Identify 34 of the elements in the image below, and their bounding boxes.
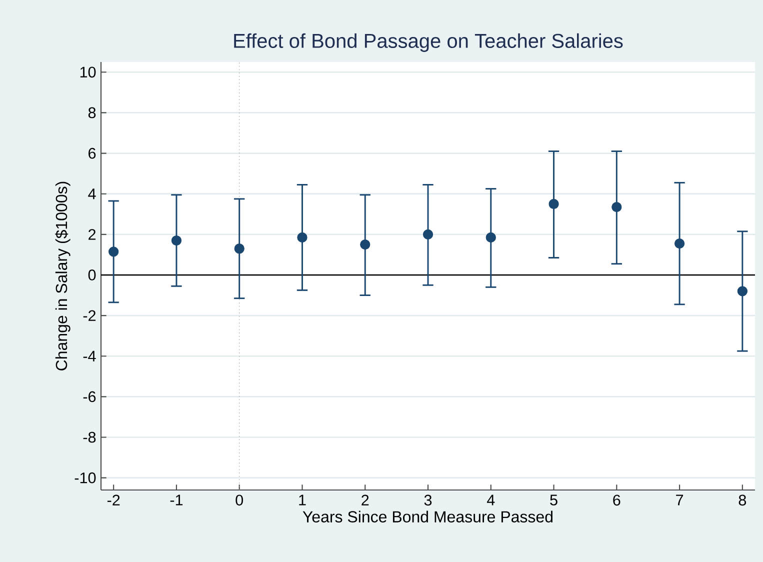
x-tick-label: -1 — [170, 494, 183, 506]
y-tick-label: 2 — [88, 229, 96, 240]
y-axis-title: Change in Salary ($1000s) — [55, 182, 70, 370]
point — [548, 198, 559, 210]
x-tick-label: 4 — [486, 494, 495, 506]
x-tick-label: 0 — [236, 494, 244, 506]
x-tick-label: 6 — [613, 494, 620, 506]
y-tick-label: 4 — [88, 188, 96, 200]
y-tick-label: 8 — [88, 107, 96, 118]
x-tick-label: 7 — [676, 494, 684, 506]
x-tick-label: 5 — [550, 494, 558, 506]
x-axis-title: Years Since Bond Measure Passed — [302, 510, 552, 522]
x-tick-label: 2 — [362, 494, 369, 506]
y-tick-label: 10 — [80, 66, 96, 78]
point — [612, 202, 622, 212]
chart-title: Effect of Bond Passage on Teacher Salaries — [234, 33, 623, 52]
point — [297, 232, 308, 243]
point — [422, 229, 434, 240]
point — [171, 235, 182, 246]
y-tick-label: -8 — [83, 432, 96, 443]
point — [674, 238, 685, 249]
x-tick-label: 8 — [738, 494, 746, 506]
x-tick-label: -2 — [107, 494, 120, 506]
x-tick-label: 1 — [299, 494, 306, 506]
y-tick-label: 0 — [88, 270, 96, 280]
point — [737, 286, 748, 296]
y-tick-label: 6 — [88, 148, 96, 159]
x-tick-label: 3 — [424, 494, 432, 506]
y-tick-label: -2 — [83, 310, 96, 321]
y-tick-label: -4 — [83, 350, 96, 362]
point — [360, 239, 370, 250]
y-tick-label: -10 — [74, 472, 96, 484]
y-tick-label: -6 — [83, 391, 96, 402]
point — [486, 232, 496, 243]
